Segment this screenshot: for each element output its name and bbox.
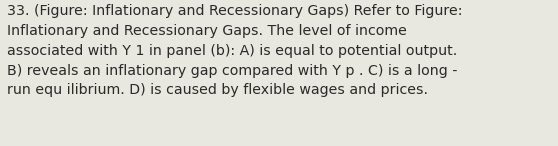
Text: 33. (Figure: Inflationary and Recessionary Gaps) Refer to Figure:
Inflationary a: 33. (Figure: Inflationary and Recessiona… <box>7 4 463 97</box>
